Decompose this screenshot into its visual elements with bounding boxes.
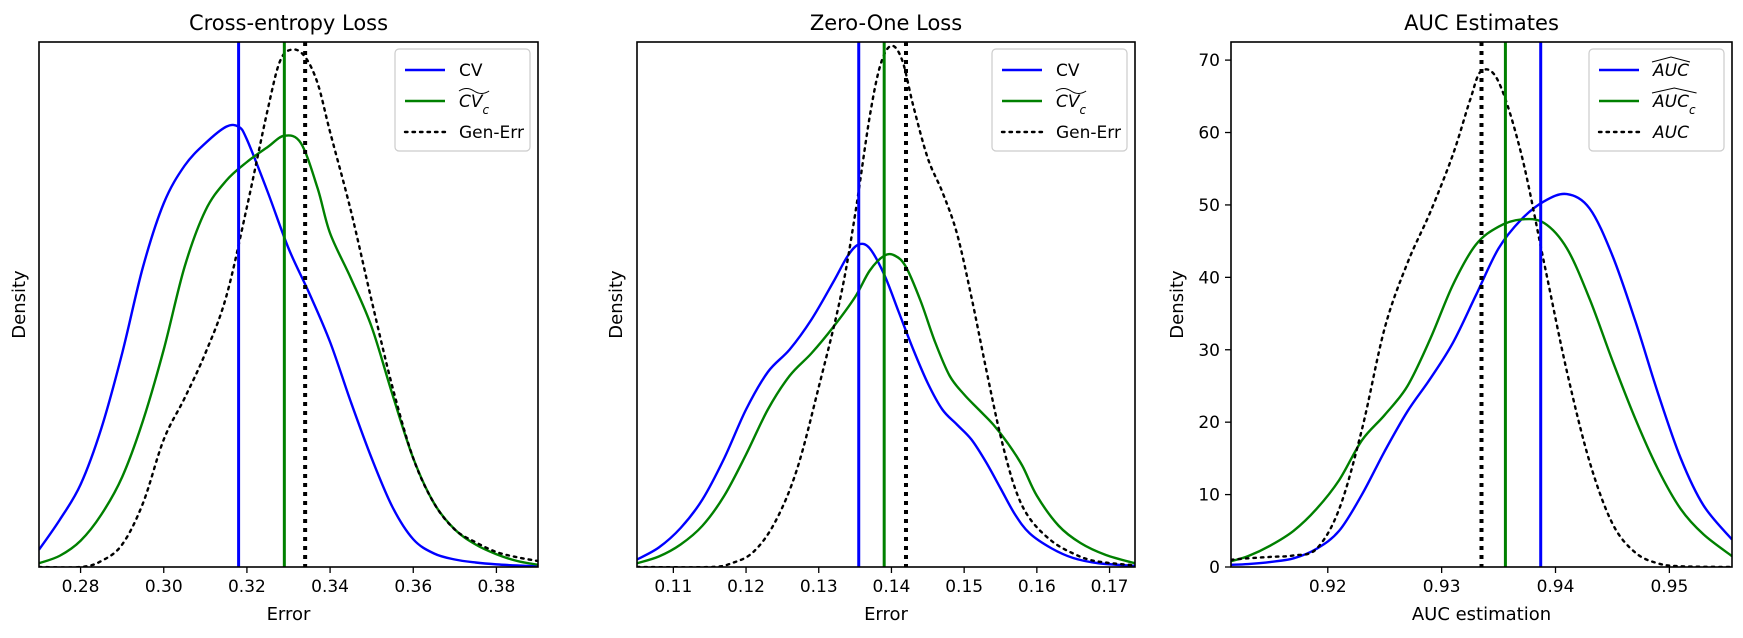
- y-axis-label: Density: [9, 270, 30, 339]
- x-tick-label: 0.94: [1537, 577, 1575, 597]
- chart-title: Cross-entropy Loss: [189, 11, 388, 35]
- x-tick-label: 0.92: [1309, 577, 1347, 597]
- density-curve-auc-hat: [1231, 192, 1732, 567]
- x-tick-label: 0.36: [394, 577, 432, 597]
- density-curve-cv-c: [637, 252, 1135, 565]
- x-tick-label: 0.16: [1018, 577, 1056, 597]
- x-tick-label: 0.38: [477, 577, 515, 597]
- plot-area: [637, 42, 1135, 567]
- plot-area: [1231, 42, 1732, 567]
- y-tick-label: 0: [1209, 558, 1220, 578]
- x-tick-label: 0.14: [873, 577, 911, 597]
- y-tick-label: 30: [1198, 341, 1220, 361]
- plot-area: [39, 42, 538, 567]
- x-axis-label: Error: [864, 604, 908, 625]
- legend-label: CV: [459, 61, 483, 81]
- x-tick-label: 0.13: [800, 577, 838, 597]
- density-curve-cv-c: [39, 134, 538, 566]
- chart-title: Zero-One Loss: [810, 11, 962, 35]
- hat-accent: [1651, 56, 1691, 63]
- x-tick-label: 0.12: [727, 577, 765, 597]
- legend-label: Gen-Err: [459, 123, 524, 143]
- density-curve-auc-hat-c: [1231, 217, 1732, 563]
- y-tick-label: 20: [1198, 413, 1220, 433]
- axes-frame: [636, 41, 1136, 568]
- density-curve-cv: [39, 123, 538, 567]
- density-curve-auc: [1231, 68, 1732, 567]
- legend-label: CV: [1056, 61, 1080, 81]
- x-tick-label: 0.30: [145, 577, 183, 597]
- legend-frame: [991, 48, 1128, 152]
- axes-frame: [1230, 41, 1733, 568]
- legend: AUC AUCc AUC: [1588, 48, 1725, 152]
- x-tick-label: 0.17: [1091, 577, 1129, 597]
- x-axis-label: Error: [267, 604, 311, 625]
- density-curve-gen-err: [637, 44, 1135, 567]
- chart-title: AUC Estimates: [1404, 11, 1559, 35]
- x-tick-label: 0.95: [1650, 577, 1688, 597]
- x-axis-label: AUC estimation: [1412, 604, 1551, 625]
- x-tick-label: 0.32: [228, 577, 266, 597]
- legend-frame: [1588, 48, 1725, 152]
- legend: CV CVc Gen-Err: [394, 48, 531, 152]
- legend: CV CVc Gen-Err: [991, 48, 1128, 152]
- x-tick-label: 0.34: [311, 577, 349, 597]
- legend-label: AUC: [1652, 123, 1689, 143]
- x-tick-label: 0.93: [1423, 577, 1461, 597]
- axes-frame: [38, 41, 539, 568]
- x-tick-label: 0.15: [945, 577, 983, 597]
- x-tick-label: 0.28: [62, 577, 100, 597]
- tilde-accent: [458, 88, 490, 94]
- hat-accent: [1651, 87, 1697, 94]
- legend-label: Gen-Err: [1056, 123, 1121, 143]
- legend-frame: [394, 48, 531, 152]
- y-tick-label: 10: [1198, 486, 1220, 506]
- legend-label: CVc: [1056, 92, 1087, 117]
- density-curve-gen-err: [39, 48, 538, 567]
- legend-label: AUC: [1652, 61, 1689, 81]
- legend-label: CVc: [459, 92, 490, 117]
- y-tick-label: 70: [1198, 51, 1220, 71]
- y-tick-label: 50: [1198, 196, 1220, 216]
- tilde-accent: [1055, 88, 1087, 94]
- subplot-1: 0.28 0.30 0.32 0.34 0.36 0.38 Cross-entropy Lo…: [9, 11, 539, 625]
- subplot-2: 0.11 0.12 0.13 0.14 0.15 0.16 0.17 Zero-One Los…: [606, 11, 1136, 625]
- y-axis-label: Density: [1167, 270, 1188, 339]
- density-curve-cv: [637, 242, 1135, 567]
- legend-label: AUCc: [1652, 92, 1696, 117]
- y-tick-label: 60: [1198, 124, 1220, 144]
- subplot-3: 0.92 0.93 0.94 0.95 0 10 20 30 40 50 60 70 AUC Estim…: [1167, 11, 1733, 625]
- y-tick-label: 40: [1198, 268, 1220, 288]
- y-axis-label: Density: [606, 270, 627, 339]
- x-tick-label: 0.11: [654, 577, 692, 597]
